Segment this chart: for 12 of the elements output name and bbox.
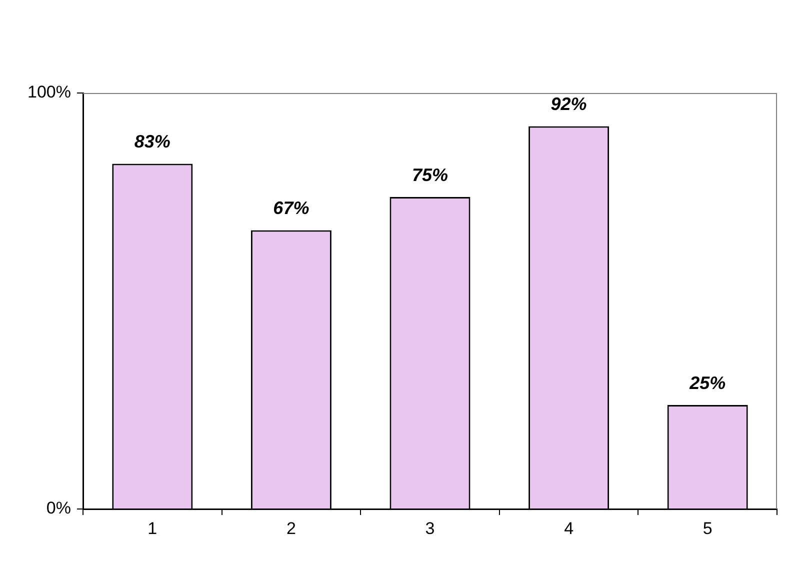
y-tick-label: 0% <box>46 498 71 518</box>
x-tick-label: 2 <box>286 518 296 538</box>
y-tick-label: 100% <box>28 82 71 102</box>
x-tick-label: 3 <box>425 518 435 538</box>
data-label: 67% <box>273 198 310 218</box>
x-tick-label: 5 <box>702 518 712 538</box>
data-label: 75% <box>412 164 448 185</box>
data-label: 25% <box>688 372 726 393</box>
data-label: 92% <box>550 94 587 114</box>
data-label: 83% <box>134 132 170 152</box>
x-tick-label: 1 <box>148 518 158 538</box>
x-tick-label: 4 <box>564 518 574 538</box>
